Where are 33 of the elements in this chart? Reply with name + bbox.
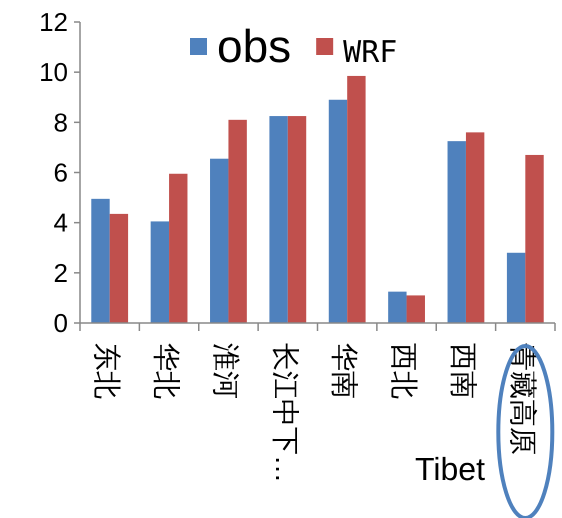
bar bbox=[388, 292, 407, 323]
bar bbox=[228, 120, 247, 323]
bar bbox=[406, 295, 425, 323]
text: Tibet bbox=[415, 451, 486, 487]
bar bbox=[91, 198, 110, 323]
bar bbox=[288, 116, 306, 323]
x-tick-label: 淮河 bbox=[210, 343, 242, 399]
bar bbox=[169, 174, 188, 323]
x-tick-label: 长江中下… bbox=[270, 343, 301, 483]
bar bbox=[328, 100, 348, 323]
bar bbox=[110, 214, 128, 323]
x-tick-label: 西南 bbox=[448, 343, 479, 399]
y-tick-label: 6 bbox=[54, 158, 68, 188]
y-tick-label: 0 bbox=[54, 308, 68, 338]
y-tick-label: 4 bbox=[54, 208, 68, 238]
bar bbox=[210, 158, 228, 323]
bar bbox=[466, 132, 484, 323]
bar bbox=[150, 221, 170, 323]
y-tick-label: 2 bbox=[54, 258, 68, 288]
legend-label: obs bbox=[217, 20, 292, 72]
x-tick-label: 西北 bbox=[388, 343, 420, 399]
legend-label: WRF bbox=[343, 35, 398, 70]
y-tick-label: 10 bbox=[39, 57, 68, 88]
y-tick-label: 8 bbox=[54, 107, 68, 138]
x-tick-label: 华北 bbox=[151, 343, 182, 399]
bar bbox=[448, 141, 466, 323]
bar bbox=[269, 116, 288, 323]
bar bbox=[506, 252, 526, 323]
x-tick-label: 东北 bbox=[92, 343, 123, 399]
x-tick-label: 华南 bbox=[329, 343, 360, 399]
y-tick-label: 12 bbox=[39, 7, 68, 37]
bar bbox=[525, 154, 544, 323]
bar bbox=[347, 76, 366, 323]
